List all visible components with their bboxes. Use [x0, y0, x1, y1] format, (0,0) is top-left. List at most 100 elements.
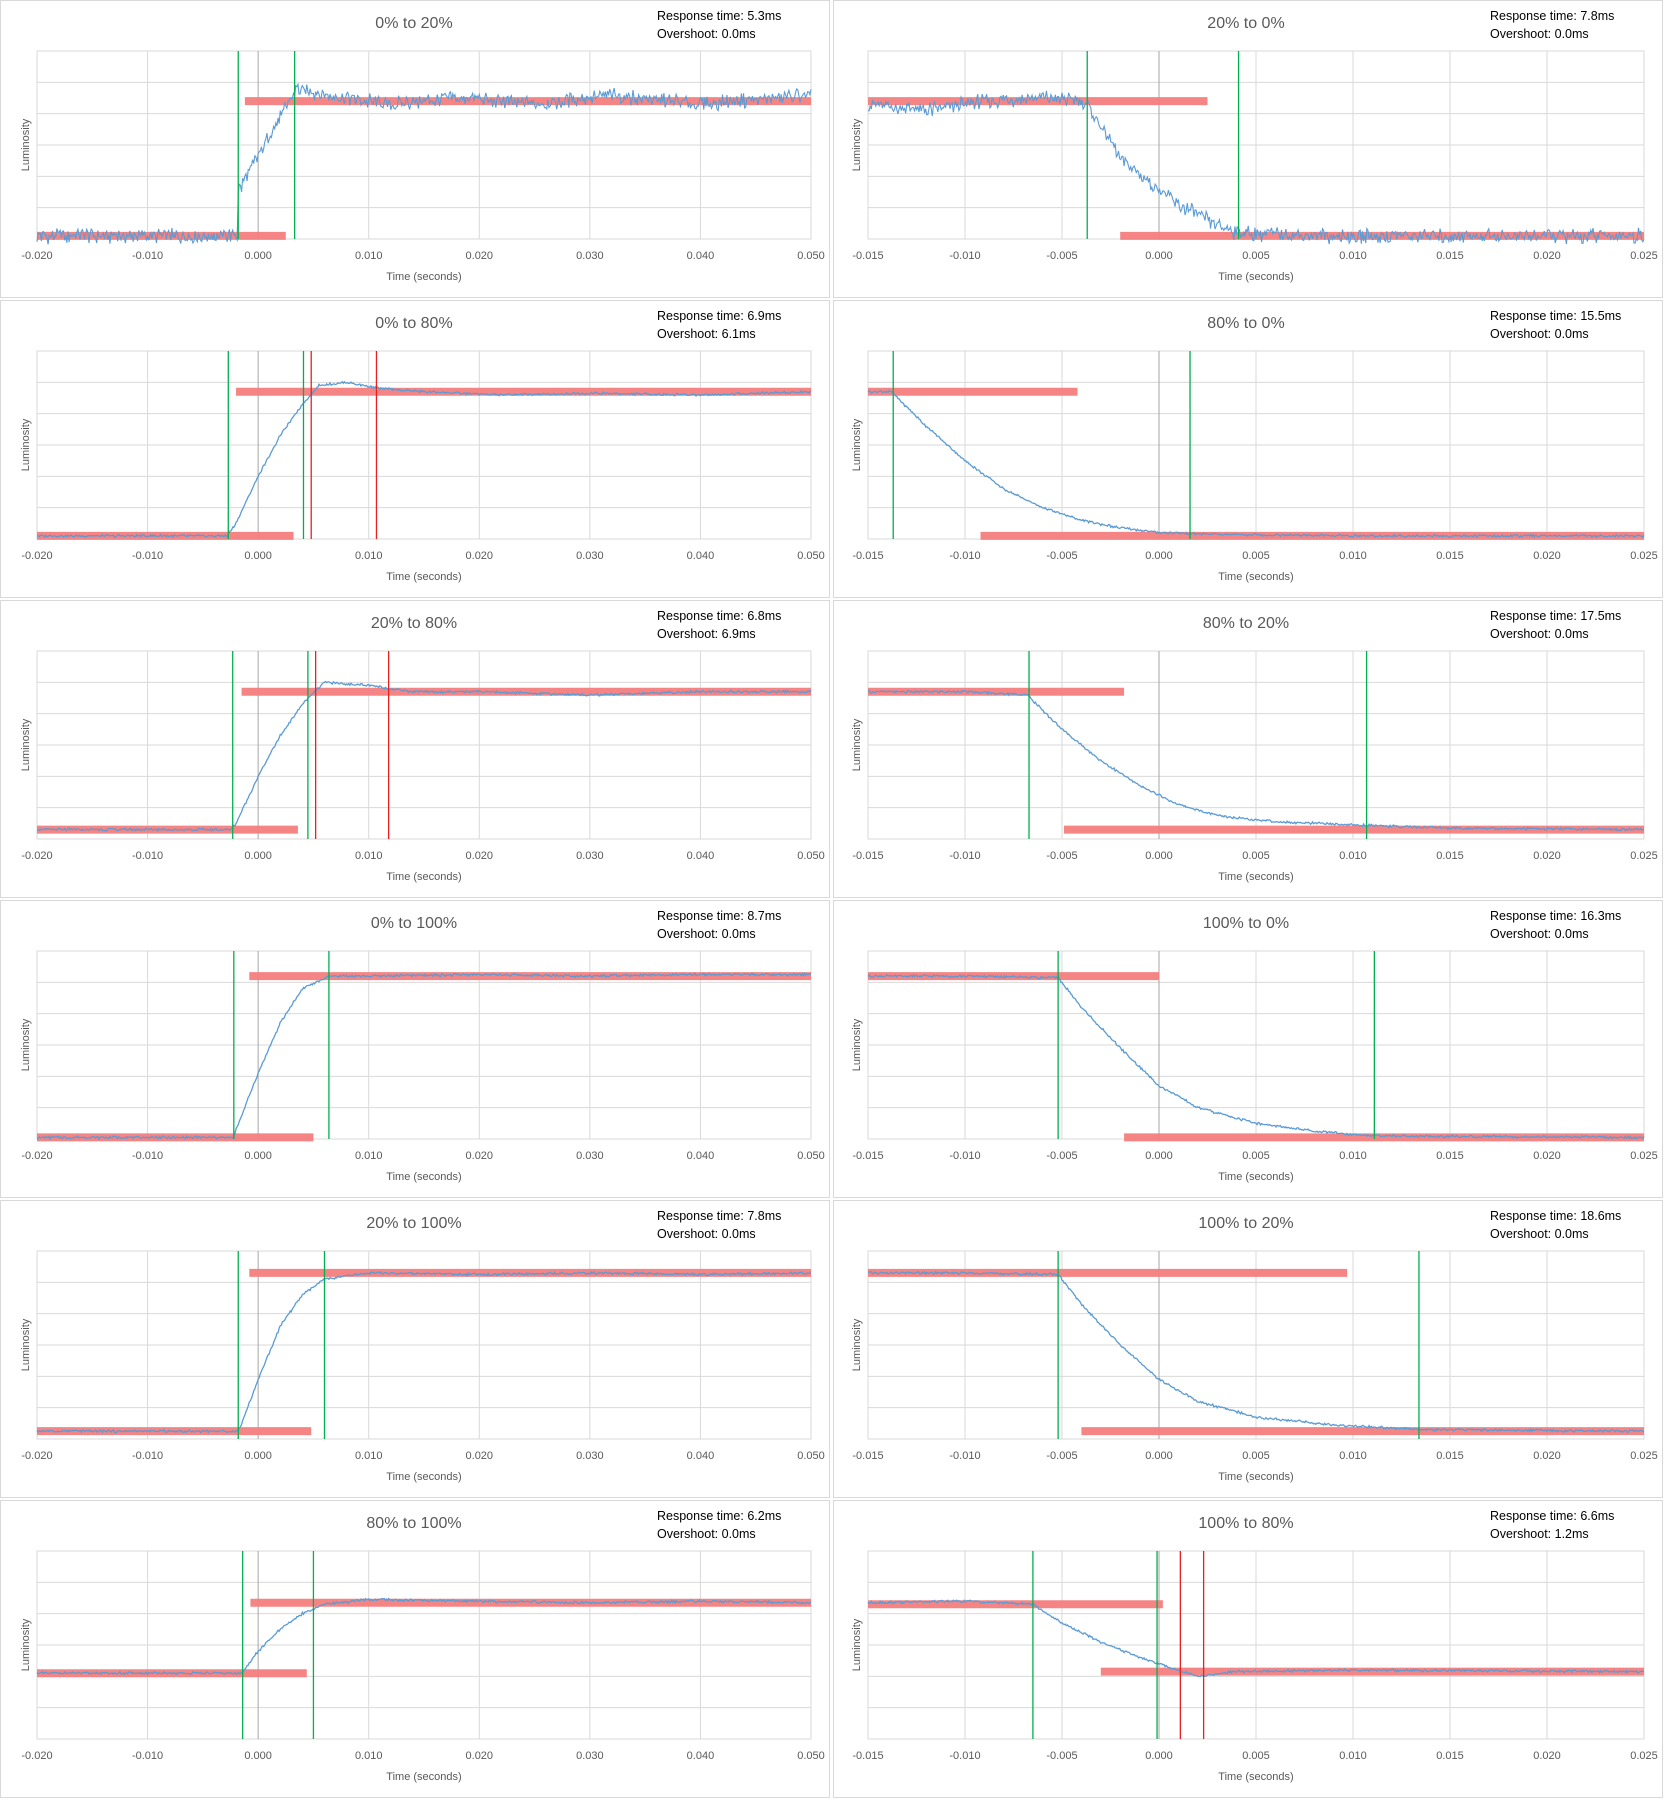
x-tick-label: 0.000: [244, 1750, 272, 1762]
x-tick-label: -0.010: [949, 550, 980, 562]
x-axis-label: Time (seconds): [386, 871, 461, 883]
x-tick-label: 0.025: [1630, 550, 1658, 562]
overshoot-label: Overshoot: 0.0ms: [657, 27, 756, 41]
x-tick-label: 0.050: [797, 1150, 825, 1162]
overshoot-label: Overshoot: 0.0ms: [657, 1527, 756, 1541]
x-tick-label: 0.030: [576, 250, 604, 262]
x-tick-label: -0.010: [132, 550, 163, 562]
x-tick-label: 0.015: [1436, 250, 1464, 262]
luminosity-line: [36, 380, 812, 539]
x-tick-label: 0.010: [355, 1150, 383, 1162]
x-axis-label: Time (seconds): [1218, 1471, 1293, 1483]
x-tick-label: 0.020: [1533, 550, 1561, 562]
x-tick-label: -0.015: [852, 250, 883, 262]
x-tick-label: 0.020: [1533, 850, 1561, 862]
x-tick-label: 0.025: [1630, 1150, 1658, 1162]
luminosity-line: [36, 1597, 812, 1676]
x-tick-label: 0.015: [1436, 1750, 1464, 1762]
luminosity-line: [867, 1599, 1645, 1678]
x-tick-label: 0.005: [1242, 550, 1270, 562]
y-axis-label: Luminosity: [851, 718, 863, 771]
x-tick-label: -0.010: [949, 1750, 980, 1762]
x-tick-label: 0.010: [355, 250, 383, 262]
x-tick-label: 0.000: [1145, 1450, 1173, 1462]
y-axis-label: Luminosity: [851, 1018, 863, 1071]
chart-title: 100% to 0%: [1203, 915, 1289, 932]
x-tick-label: 0.010: [355, 850, 383, 862]
luminosity-line: [36, 1270, 812, 1434]
x-tick-label: 0.020: [1533, 1450, 1561, 1462]
chart-svg: 100% to 80% Response time: 6.6ms Overshoot…: [851, 1509, 1658, 1783]
x-axis-label: Time (seconds): [1218, 1771, 1293, 1783]
luminosity-line: [867, 1270, 1645, 1434]
response-time-label: Response time: 16.3ms: [1490, 909, 1621, 923]
x-tick-label: 0.005: [1242, 1450, 1270, 1462]
chart-panel: 100% to 0% Response time: 16.3ms Overshoot…: [833, 900, 1663, 1198]
x-tick-label: 0.010: [355, 1450, 383, 1462]
x-tick-label: 0.040: [687, 850, 715, 862]
x-tick-label: -0.020: [21, 250, 52, 262]
chart-svg: 80% to 20% Response time: 17.5ms Overshoot…: [851, 609, 1658, 883]
response-time-label: Response time: 7.8ms: [657, 1209, 781, 1223]
chart-svg: 100% to 0% Response time: 16.3ms Overshoot…: [851, 909, 1658, 1183]
x-tick-label: 0.020: [466, 850, 494, 862]
x-axis-label: Time (seconds): [386, 1771, 461, 1783]
x-tick-label: -0.010: [949, 1450, 980, 1462]
chart-svg: 80% to 0% Response time: 15.5ms Overshoot:…: [851, 309, 1658, 583]
x-axis-label: Time (seconds): [386, 1471, 461, 1483]
x-tick-label: 0.010: [1339, 850, 1367, 862]
x-tick-label: 0.040: [687, 1150, 715, 1162]
x-tick-label: -0.010: [949, 1150, 980, 1162]
x-tick-label: 0.000: [244, 850, 272, 862]
chart-panel: 0% to 20% Response time: 5.3ms Overshoot: …: [0, 0, 830, 298]
x-tick-label: 0.025: [1630, 250, 1658, 262]
y-axis-label: Luminosity: [851, 1318, 863, 1371]
x-tick-label: 0.015: [1436, 1150, 1464, 1162]
x-tick-label: -0.005: [1046, 1750, 1077, 1762]
chart-panel: 0% to 100% Response time: 8.7ms Overshoot:…: [0, 900, 830, 1198]
x-tick-label: -0.020: [21, 550, 52, 562]
chart-svg: 20% to 80% Response time: 6.8ms Overshoot:…: [20, 609, 825, 883]
x-tick-label: -0.020: [21, 1750, 52, 1762]
x-tick-label: 0.010: [355, 550, 383, 562]
x-tick-label: 0.020: [466, 1150, 494, 1162]
x-tick-label: -0.005: [1046, 1450, 1077, 1462]
y-axis-label: Luminosity: [851, 118, 863, 171]
luminosity-line: [36, 680, 812, 832]
chart-svg: 100% to 20% Response time: 18.6ms Overshoo…: [851, 1209, 1658, 1483]
x-tick-label: 0.030: [576, 550, 604, 562]
x-tick-label: 0.050: [797, 1450, 825, 1462]
x-tick-label: 0.020: [466, 550, 494, 562]
response-time-label: Response time: 6.9ms: [657, 309, 781, 323]
x-tick-label: 0.005: [1242, 250, 1270, 262]
y-axis-label: Luminosity: [851, 418, 863, 471]
chart-title: 20% to 80%: [371, 615, 457, 632]
response-time-label: Response time: 6.2ms: [657, 1509, 781, 1523]
x-tick-label: 0.020: [1533, 1150, 1561, 1162]
response-time-label: Response time: 15.5ms: [1490, 309, 1621, 323]
x-tick-label: 0.025: [1630, 1750, 1658, 1762]
x-tick-label: 0.030: [576, 1450, 604, 1462]
x-tick-label: 0.015: [1436, 1450, 1464, 1462]
x-tick-label: -0.015: [852, 1450, 883, 1462]
chart-title: 80% to 100%: [366, 1515, 461, 1532]
x-tick-label: 0.000: [244, 1150, 272, 1162]
overshoot-label: Overshoot: 0.0ms: [1490, 927, 1589, 941]
y-axis-label: Luminosity: [20, 1618, 32, 1671]
x-tick-label: 0.050: [797, 850, 825, 862]
chart-title: 20% to 100%: [366, 1215, 461, 1232]
x-tick-label: 0.040: [687, 550, 715, 562]
overshoot-label: Overshoot: 6.9ms: [657, 627, 756, 641]
response-time-label: Response time: 6.8ms: [657, 609, 781, 623]
x-tick-label: 0.000: [1145, 550, 1173, 562]
x-tick-label: -0.020: [21, 1450, 52, 1462]
x-tick-label: 0.020: [1533, 1750, 1561, 1762]
x-tick-label: -0.015: [852, 1750, 883, 1762]
x-tick-label: 0.020: [466, 1750, 494, 1762]
chart-panel: 80% to 100% Response time: 6.2ms Overshoot…: [0, 1500, 830, 1798]
chart-svg: 80% to 100% Response time: 6.2ms Overshoot…: [20, 1509, 825, 1783]
overshoot-label: Overshoot: 0.0ms: [1490, 1227, 1589, 1241]
chart-title: 100% to 80%: [1198, 1515, 1293, 1532]
x-tick-label: -0.010: [949, 850, 980, 862]
x-tick-label: -0.020: [21, 1150, 52, 1162]
